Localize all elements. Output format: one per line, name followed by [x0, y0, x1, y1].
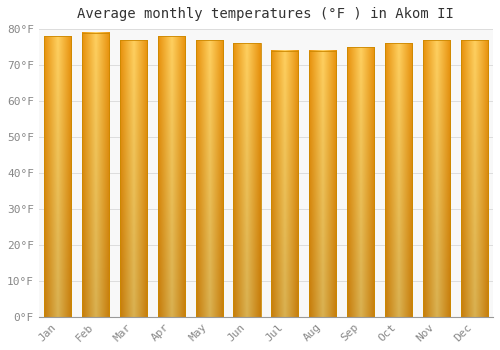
Bar — [271, 51, 298, 317]
Title: Average monthly temperatures (°F ) in Akom II: Average monthly temperatures (°F ) in Ak… — [78, 7, 454, 21]
Bar — [309, 51, 336, 317]
Bar — [385, 43, 412, 317]
Bar — [196, 40, 223, 317]
Bar — [460, 40, 488, 317]
Bar — [422, 40, 450, 317]
Bar — [82, 33, 109, 317]
Bar — [44, 36, 72, 317]
Bar — [158, 36, 185, 317]
Bar — [120, 40, 147, 317]
Bar — [234, 43, 260, 317]
Bar — [347, 47, 374, 317]
